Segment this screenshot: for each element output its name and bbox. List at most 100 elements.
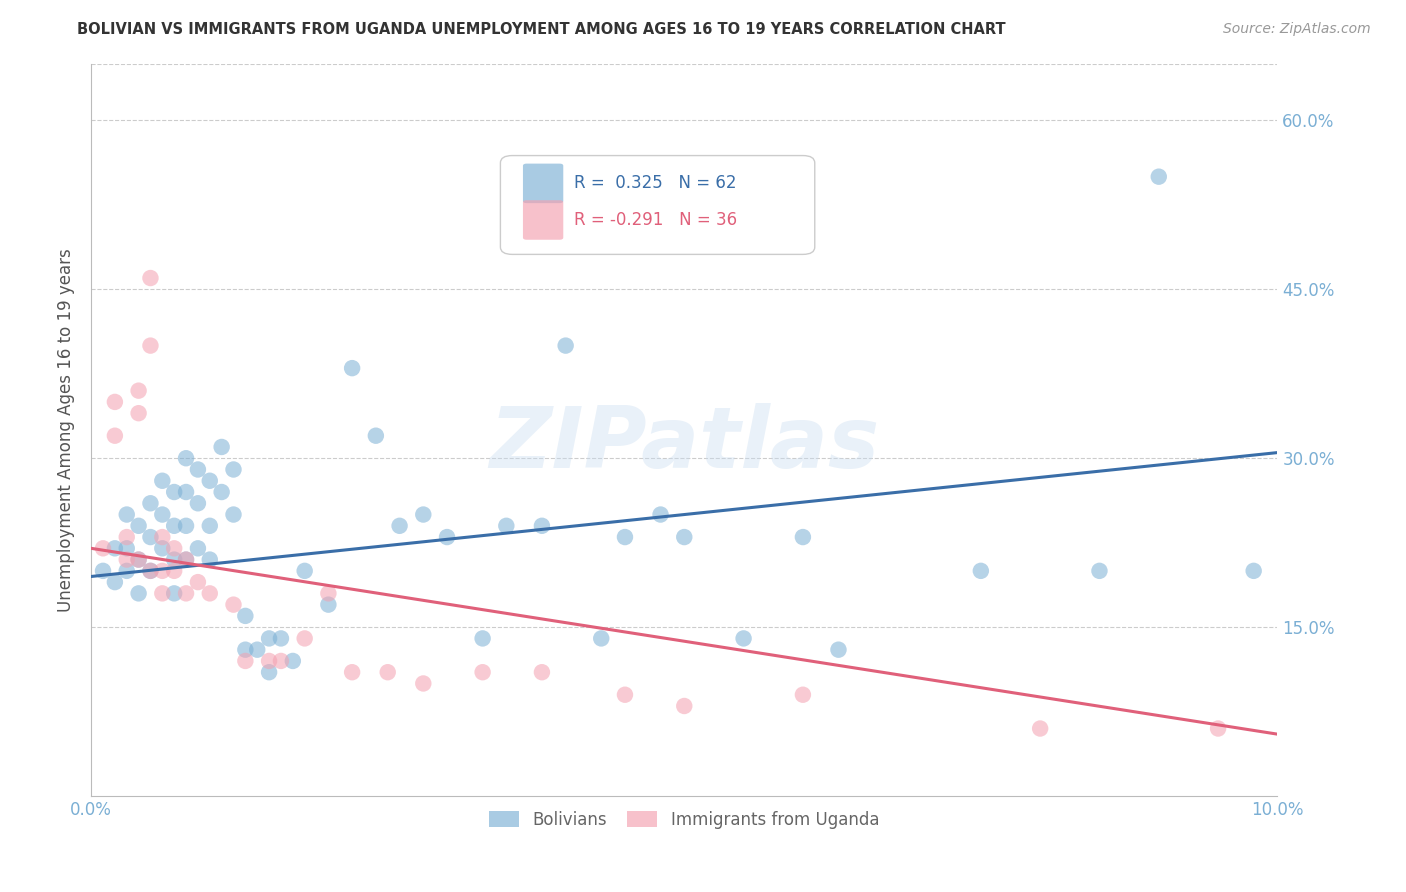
- Point: [174, 586, 197, 600]
- Point: [198, 552, 221, 566]
- Point: [591, 632, 613, 646]
- Point: [318, 586, 340, 600]
- Point: [187, 575, 209, 590]
- Point: [613, 688, 636, 702]
- Point: [139, 530, 162, 544]
- Point: [554, 338, 576, 352]
- Point: [246, 642, 269, 657]
- Point: [139, 496, 162, 510]
- Point: [257, 632, 280, 646]
- Point: [412, 676, 434, 690]
- Point: [115, 508, 138, 522]
- Point: [235, 608, 257, 623]
- Point: [104, 575, 127, 590]
- Point: [187, 496, 209, 510]
- Point: [673, 698, 696, 713]
- Point: [792, 688, 814, 702]
- Point: [128, 552, 150, 566]
- Point: [150, 474, 173, 488]
- Point: [222, 462, 245, 476]
- Point: [530, 665, 553, 680]
- Point: [139, 564, 162, 578]
- Point: [364, 428, 387, 442]
- Point: [91, 541, 114, 556]
- Point: [174, 552, 197, 566]
- Point: [270, 654, 292, 668]
- Point: [388, 518, 411, 533]
- Point: [150, 530, 173, 544]
- Point: [115, 552, 138, 566]
- Point: [792, 530, 814, 544]
- Point: [294, 632, 316, 646]
- Point: [1029, 722, 1052, 736]
- Point: [163, 541, 186, 556]
- Point: [128, 552, 150, 566]
- Point: [471, 665, 494, 680]
- Point: [211, 440, 233, 454]
- Point: [412, 508, 434, 522]
- Point: [1088, 564, 1111, 578]
- Point: [650, 508, 672, 522]
- Text: R =  0.325   N = 62: R = 0.325 N = 62: [574, 174, 737, 193]
- Legend: Bolivians, Immigrants from Uganda: Bolivians, Immigrants from Uganda: [482, 804, 886, 835]
- Text: R = -0.291   N = 36: R = -0.291 N = 36: [574, 211, 737, 229]
- Point: [222, 508, 245, 522]
- Point: [139, 271, 162, 285]
- Point: [257, 665, 280, 680]
- Point: [495, 518, 517, 533]
- Point: [150, 508, 173, 522]
- Point: [174, 518, 197, 533]
- Point: [187, 541, 209, 556]
- Point: [174, 485, 197, 500]
- Point: [139, 564, 162, 578]
- Point: [970, 564, 993, 578]
- Point: [150, 586, 173, 600]
- Point: [198, 474, 221, 488]
- Point: [163, 552, 186, 566]
- Point: [115, 530, 138, 544]
- Point: [91, 564, 114, 578]
- Point: [1206, 722, 1229, 736]
- Text: Source: ZipAtlas.com: Source: ZipAtlas.com: [1223, 22, 1371, 37]
- Point: [163, 586, 186, 600]
- Point: [211, 485, 233, 500]
- Point: [471, 632, 494, 646]
- Point: [377, 665, 399, 680]
- Text: ZIPatlas: ZIPatlas: [489, 403, 879, 486]
- Y-axis label: Unemployment Among Ages 16 to 19 years: Unemployment Among Ages 16 to 19 years: [58, 248, 75, 612]
- Text: BOLIVIAN VS IMMIGRANTS FROM UGANDA UNEMPLOYMENT AMONG AGES 16 TO 19 YEARS CORREL: BOLIVIAN VS IMMIGRANTS FROM UGANDA UNEMP…: [77, 22, 1005, 37]
- Point: [150, 541, 173, 556]
- Point: [128, 406, 150, 420]
- Point: [436, 530, 458, 544]
- Point: [827, 642, 849, 657]
- Point: [104, 428, 127, 442]
- Point: [270, 632, 292, 646]
- Point: [257, 654, 280, 668]
- Point: [163, 564, 186, 578]
- Point: [222, 598, 245, 612]
- Point: [198, 518, 221, 533]
- Point: [115, 564, 138, 578]
- Point: [174, 552, 197, 566]
- Point: [128, 586, 150, 600]
- Point: [340, 665, 363, 680]
- Point: [163, 518, 186, 533]
- FancyBboxPatch shape: [523, 200, 564, 240]
- Point: [318, 598, 340, 612]
- Point: [128, 384, 150, 398]
- Point: [187, 462, 209, 476]
- Point: [150, 564, 173, 578]
- Point: [198, 586, 221, 600]
- Point: [115, 541, 138, 556]
- Point: [104, 541, 127, 556]
- Point: [530, 518, 553, 533]
- FancyBboxPatch shape: [523, 163, 564, 203]
- Point: [294, 564, 316, 578]
- Point: [235, 642, 257, 657]
- Point: [235, 654, 257, 668]
- Point: [673, 530, 696, 544]
- Point: [163, 485, 186, 500]
- FancyBboxPatch shape: [501, 155, 814, 254]
- Point: [139, 338, 162, 352]
- Point: [340, 361, 363, 376]
